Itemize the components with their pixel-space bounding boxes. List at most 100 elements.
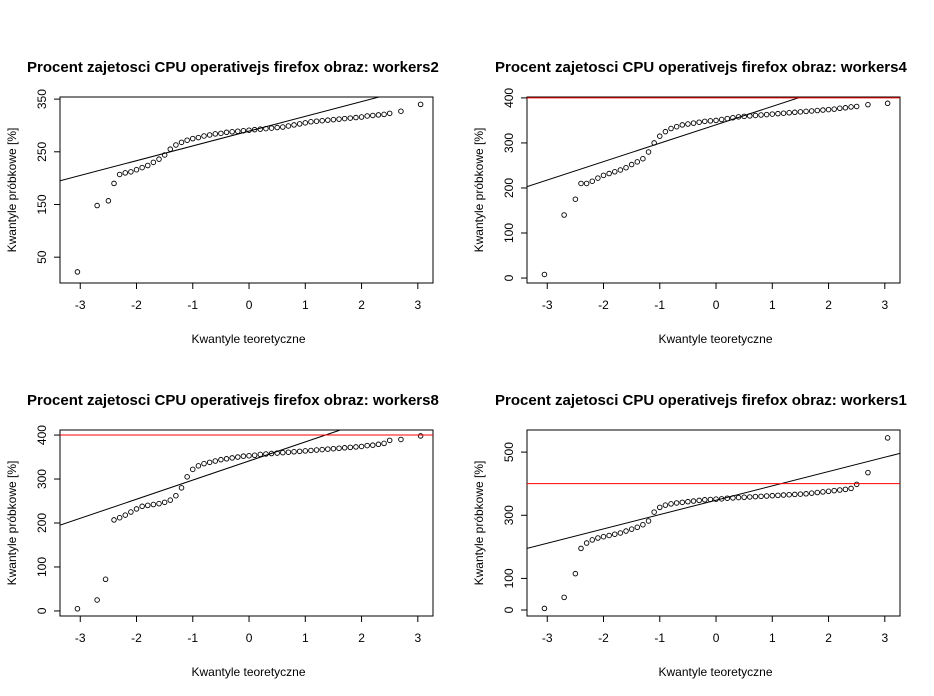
point — [634, 159, 641, 165]
x-axis-label: Kwantyle teoretyczne — [191, 332, 305, 346]
y-tick-label: 300 — [35, 469, 49, 489]
point — [111, 517, 117, 523]
x-tick-label: -2 — [598, 298, 609, 312]
plot-area — [527, 435, 900, 612]
point — [223, 129, 230, 136]
point — [336, 445, 342, 451]
point — [848, 485, 854, 492]
point — [133, 166, 140, 173]
point — [752, 493, 759, 500]
x-tick-label: 0 — [246, 298, 253, 312]
point — [595, 535, 601, 541]
point — [769, 492, 776, 499]
point — [612, 531, 618, 537]
point — [285, 123, 292, 129]
x-tick-label: 3 — [414, 298, 421, 312]
point — [831, 487, 837, 494]
point — [758, 112, 764, 118]
x-tick-label: -2 — [131, 631, 142, 645]
x-tick-label: 2 — [825, 298, 832, 312]
point — [623, 528, 629, 534]
point — [235, 454, 241, 460]
point — [167, 497, 174, 503]
point — [274, 124, 280, 131]
point — [201, 133, 207, 139]
chart-title: Procent zajetosci CPU operativejs firefo… — [27, 59, 439, 76]
point — [302, 120, 309, 126]
chart-title: Procent zajetosci CPU operativejs firefo… — [27, 392, 439, 409]
point — [184, 474, 190, 480]
point — [572, 196, 579, 202]
point — [814, 489, 821, 496]
point — [662, 502, 669, 508]
point — [336, 116, 342, 122]
plot-frame — [59, 429, 434, 617]
x-tick-label: -1 — [654, 631, 665, 645]
point — [74, 269, 81, 275]
point — [111, 180, 117, 187]
point — [884, 100, 891, 107]
point — [122, 512, 129, 518]
point — [173, 492, 179, 499]
point — [381, 111, 387, 118]
point — [808, 108, 815, 114]
point — [884, 435, 891, 441]
point — [308, 447, 314, 454]
point — [780, 492, 787, 498]
point — [223, 456, 230, 462]
reference-line — [527, 452, 900, 549]
point — [702, 497, 708, 503]
point — [417, 101, 424, 108]
plot-area — [527, 97, 900, 278]
point — [808, 490, 815, 496]
point — [685, 121, 691, 127]
point — [358, 443, 365, 450]
point — [184, 137, 190, 143]
point — [364, 113, 370, 119]
point — [775, 110, 781, 117]
x-axis-label: Kwantyle teoretyczne — [658, 665, 772, 679]
point — [628, 526, 635, 532]
y-tick-label: 400 — [35, 425, 49, 445]
point — [628, 161, 635, 168]
point — [679, 122, 686, 128]
point — [578, 545, 584, 552]
y-tick-label: 250 — [35, 141, 49, 161]
point — [797, 491, 804, 497]
point — [617, 530, 624, 536]
point — [634, 524, 641, 531]
point — [206, 459, 213, 466]
point — [206, 132, 213, 138]
point — [330, 445, 337, 452]
point — [713, 117, 719, 124]
x-tick-label: 1 — [302, 631, 309, 645]
point — [296, 121, 303, 127]
point — [786, 110, 792, 116]
point — [685, 498, 691, 505]
y-tick-label: 100 — [502, 568, 516, 588]
y-tick-label: 350 — [35, 89, 49, 109]
point — [319, 446, 325, 453]
point — [673, 500, 680, 506]
point — [218, 456, 224, 463]
panel: Procent zajetosci CPU operativejs firefo… — [5, 59, 439, 346]
point — [381, 440, 387, 447]
x-tick-label: 3 — [881, 631, 888, 645]
x-tick-label: -1 — [654, 298, 665, 312]
point — [94, 597, 100, 603]
point — [417, 433, 424, 439]
point — [195, 134, 202, 141]
point — [718, 496, 725, 502]
point — [803, 491, 809, 497]
point — [780, 110, 787, 116]
point — [651, 509, 657, 515]
point — [353, 114, 359, 121]
panel: Procent zajetosci CPU operativejs firefo… — [472, 59, 907, 346]
point — [865, 469, 871, 476]
y-tick-label: 0 — [502, 606, 516, 613]
point — [752, 112, 759, 119]
point — [758, 493, 764, 500]
point — [341, 115, 348, 122]
x-tick-label: -3 — [542, 631, 553, 645]
point — [831, 106, 837, 112]
